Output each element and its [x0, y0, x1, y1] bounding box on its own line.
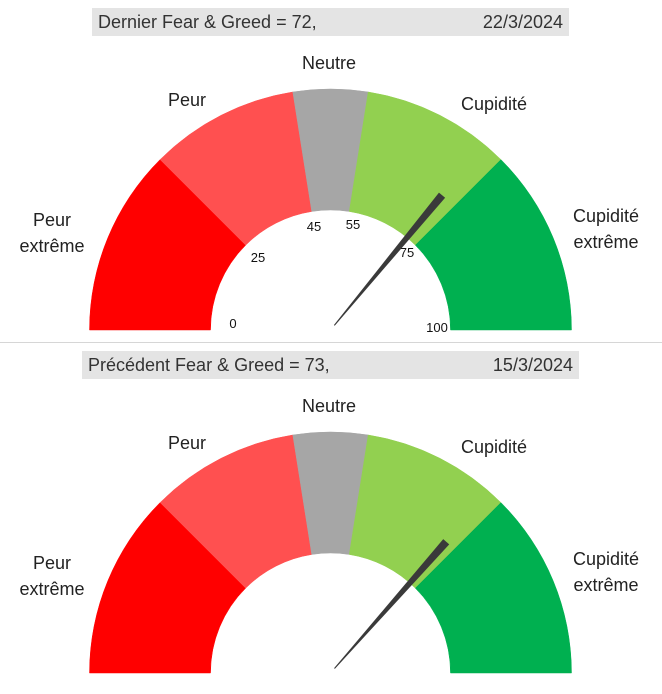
- gauge-date-latest: 22/3/2024: [482, 12, 563, 32]
- zone-label-peur-extreme: Peur extrême: [19, 553, 84, 599]
- gauge-title-latest: Dernier Fear & Greed = 72,: [98, 12, 317, 32]
- tick-label-75: 75: [400, 245, 414, 260]
- gauge-segment-cupidite-extreme: [414, 159, 572, 331]
- gauge-needle: [333, 192, 446, 326]
- zone-label-cupidite-extreme: Cupidité extrême: [573, 549, 639, 595]
- tick-label-25: 25: [251, 250, 265, 265]
- panel-divider: [0, 342, 662, 343]
- gauge-panel-latest: Dernier Fear & Greed = 72, 22/3/2024 Peu…: [0, 0, 662, 342]
- tick-label-55: 55: [346, 217, 360, 232]
- zone-label-peur: Peur: [168, 90, 206, 110]
- zone-label-neutre: Neutre: [302, 396, 356, 416]
- tick-label-0: 0: [229, 316, 236, 331]
- gauge-panel-previous: Précédent Fear & Greed = 73, 15/3/2024 P…: [0, 343, 662, 694]
- tick-label-100: 100: [426, 320, 448, 335]
- zone-label-peur: Peur: [168, 433, 206, 453]
- gauge-header-previous: Précédent Fear & Greed = 73, 15/3/2024: [82, 351, 579, 379]
- gauge-chart-previous: Peur extrême Peur Neutre Cupidité Cupidité ext…: [19, 396, 639, 674]
- gauge-date-previous: 15/3/2024: [492, 355, 573, 375]
- gauge-chart-latest: Peur extrême Peur Neutre Cupidité Cupidité ext…: [19, 53, 639, 335]
- gauge-header-latest: Dernier Fear & Greed = 72, 22/3/2024: [92, 8, 569, 36]
- tick-label-45: 45: [307, 219, 321, 234]
- zone-label-cupidite: Cupidité: [461, 94, 527, 114]
- gauge-title-previous: Précédent Fear & Greed = 73,: [88, 355, 330, 375]
- zone-label-neutre: Neutre: [302, 53, 356, 73]
- zone-label-cupidite: Cupidité: [461, 437, 527, 457]
- gauge-segment-cupidite-extreme: [414, 502, 572, 674]
- gauge-needle: [334, 539, 450, 669]
- zone-label-cupidite-extreme: Cupidité extrême: [573, 206, 639, 252]
- zone-label-peur-extreme: Peur extrême: [19, 210, 84, 256]
